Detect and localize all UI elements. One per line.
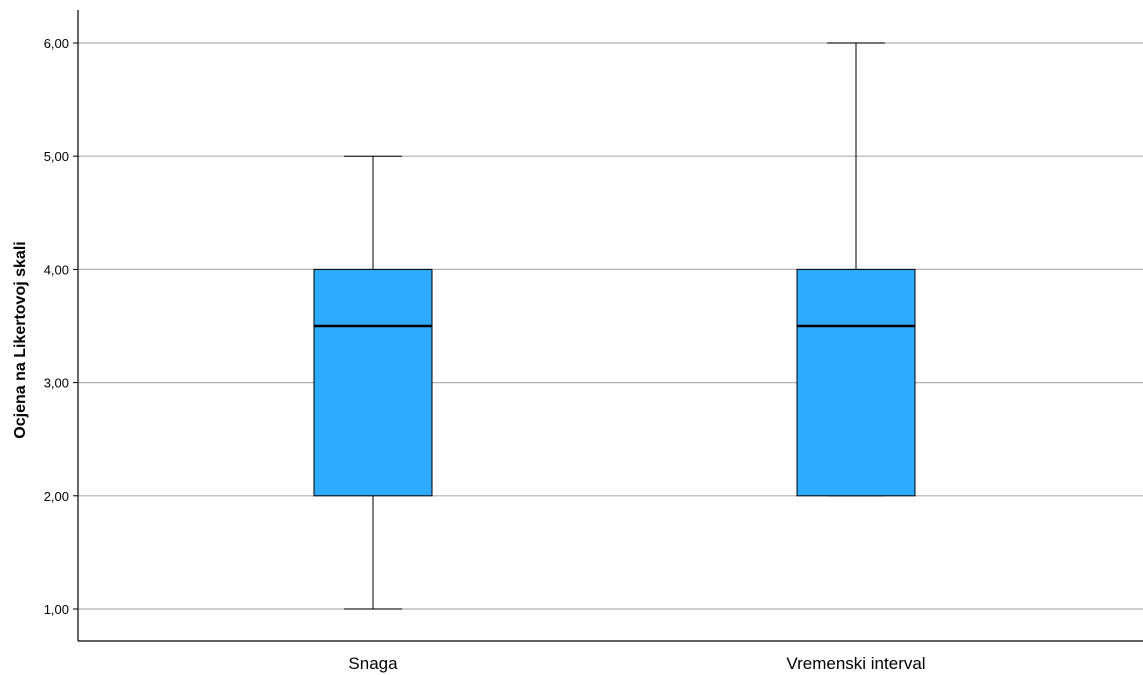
box-iqr [313,268,433,497]
y-tick-label: 4,00 [44,262,69,277]
category-label: Snaga [348,654,398,673]
category-label: Vremenski interval [786,654,925,673]
y-tick-label: 2,00 [44,489,69,504]
y-tick-label: 6,00 [44,36,69,51]
box-snaga [313,155,433,610]
box-iqr [796,268,916,497]
grid-layer [78,42,1143,610]
y-tick-label: 3,00 [44,376,69,391]
box-layer [313,42,916,610]
box-vremenski-interval [796,42,916,497]
y-axis-title: Ocjena na Likertovoj skali [12,241,29,438]
y-tick-layer: 1,00 2,00 3,00 4,00 5,00 6,00 [44,36,78,617]
y-tick-label: 1,00 [44,602,69,617]
category-label-layer: Snaga Vremenski interval [348,654,925,673]
y-tick-label: 5,00 [44,149,69,164]
